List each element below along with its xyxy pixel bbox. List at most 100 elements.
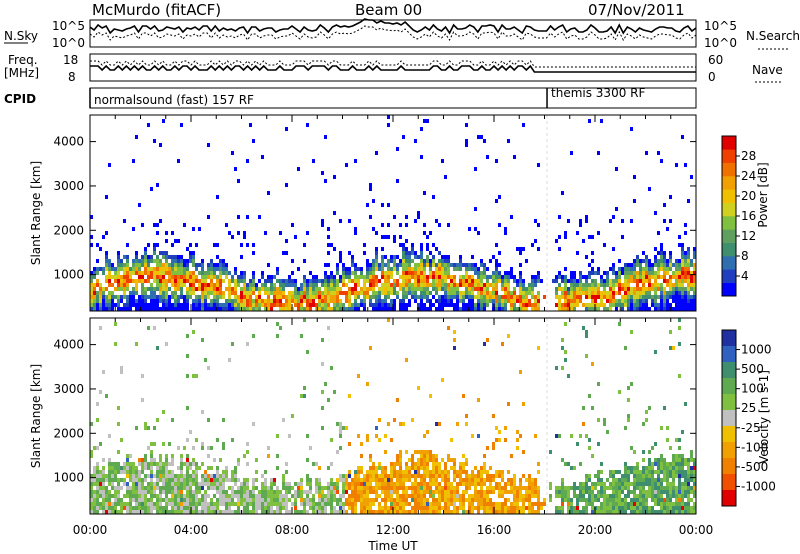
data-cell <box>96 506 99 510</box>
data-cell <box>135 490 138 494</box>
data-cell <box>513 482 516 486</box>
data-cell <box>675 287 678 291</box>
data-cell <box>444 482 447 486</box>
data-cell <box>174 482 177 486</box>
data-cell <box>651 510 654 514</box>
data-cell <box>618 259 621 263</box>
data-cell <box>519 478 522 482</box>
data-cell <box>567 490 570 494</box>
data-cell <box>129 510 132 514</box>
data-cell <box>684 271 687 275</box>
data-cell <box>330 478 333 482</box>
noise-right-label: N.Search <box>746 29 800 43</box>
data-cell <box>684 299 687 303</box>
data-cell <box>654 287 657 291</box>
data-cell <box>354 506 357 510</box>
data-cell <box>504 291 507 295</box>
data-cell <box>96 418 99 422</box>
data-cell <box>108 163 111 167</box>
data-cell <box>447 490 450 494</box>
data-cell <box>132 462 135 466</box>
data-cell <box>258 303 261 307</box>
data-cell <box>222 486 225 490</box>
data-cell <box>183 303 186 307</box>
data-cell <box>144 267 147 271</box>
data-cell <box>465 263 468 267</box>
freq-left-label-1: Freq. <box>8 53 38 67</box>
data-cell <box>135 466 138 470</box>
data-cell <box>432 458 435 462</box>
data-cell <box>483 466 486 470</box>
data-cell <box>648 478 651 482</box>
data-cell <box>408 486 411 490</box>
data-cell <box>207 295 210 299</box>
data-cell <box>639 486 642 490</box>
data-cell <box>207 510 210 514</box>
data-cell <box>495 307 498 311</box>
data-cell <box>249 291 252 295</box>
data-cell <box>429 259 432 263</box>
data-cell <box>588 474 591 478</box>
data-cell <box>174 267 177 271</box>
data-cell <box>180 263 183 267</box>
data-cell <box>147 307 150 311</box>
data-cell <box>225 478 228 482</box>
data-cell <box>372 275 375 279</box>
data-cell <box>621 303 624 307</box>
power-x-ticks <box>89 115 697 311</box>
data-cell <box>228 506 231 510</box>
data-cell <box>216 275 219 279</box>
data-cell <box>282 486 285 490</box>
data-cell <box>354 227 357 231</box>
data-cell <box>594 283 597 287</box>
data-cell <box>426 506 429 510</box>
data-cell <box>264 303 267 307</box>
data-cell <box>345 502 348 506</box>
data-cell <box>534 478 537 482</box>
data-cell <box>438 466 441 470</box>
data-cell <box>348 295 351 299</box>
colorbar-frame <box>721 329 737 507</box>
data-cell <box>378 291 381 295</box>
data-cell <box>564 498 567 502</box>
data-cell <box>234 482 237 486</box>
data-cell <box>501 506 504 510</box>
data-cell <box>186 334 189 338</box>
data-cell <box>264 307 267 311</box>
data-cell <box>330 498 333 502</box>
data-cell <box>324 506 327 510</box>
data-cell <box>336 478 339 482</box>
data-cell <box>417 267 420 271</box>
data-cell <box>141 275 144 279</box>
data-cell <box>492 502 495 506</box>
data-cell <box>225 502 228 506</box>
data-cell <box>372 295 375 299</box>
data-cell <box>105 287 108 291</box>
data-cell <box>249 510 252 514</box>
data-cell <box>213 267 216 271</box>
data-cell <box>381 291 384 295</box>
data-cell <box>114 342 117 346</box>
data-cell <box>495 506 498 510</box>
data-cell <box>156 418 159 422</box>
data-cell <box>378 482 381 486</box>
data-cell <box>288 490 291 494</box>
data-cell <box>381 303 384 307</box>
data-cell <box>459 291 462 295</box>
data-cell <box>627 263 630 267</box>
data-cell <box>117 422 120 426</box>
data-cell <box>507 498 510 502</box>
data-cell <box>450 263 453 267</box>
data-cell <box>141 283 144 287</box>
data-cell <box>525 486 528 490</box>
data-cell <box>429 394 432 398</box>
data-cell <box>213 295 216 299</box>
data-cell <box>399 474 402 478</box>
data-cell <box>642 291 645 295</box>
data-cell <box>201 474 204 478</box>
data-cell <box>135 291 138 295</box>
data-cell <box>195 490 198 494</box>
data-cell <box>675 303 678 307</box>
data-cell <box>693 283 696 287</box>
data-cell <box>333 283 336 287</box>
